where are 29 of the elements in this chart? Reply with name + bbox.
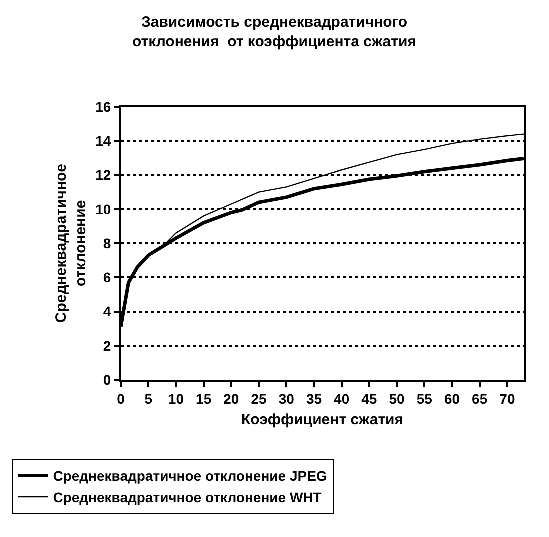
x-tick-label: 55 bbox=[416, 390, 433, 407]
y-tick-label: 8 bbox=[103, 235, 112, 252]
y-tick-label: 4 bbox=[103, 304, 112, 320]
x-tick-label: 65 bbox=[472, 390, 488, 407]
legend-label: Среднеквадратичное отклонение WHT bbox=[53, 489, 322, 506]
x-tick-label: 10 bbox=[168, 390, 184, 407]
x-tick-label: 70 bbox=[500, 390, 516, 407]
legend-label: Среднеквадратичное отклонение JPEG bbox=[53, 468, 328, 484]
x-tick-label: 45 bbox=[362, 390, 378, 407]
x-axis-title: Коэффициент сжатия bbox=[241, 411, 404, 428]
chart-title: Зависимость среднеквадратичного отклонения от коэффициента сжатия bbox=[132, 14, 416, 50]
y-tick-label: 2 bbox=[103, 338, 112, 354]
y-tick-label: 6 bbox=[103, 270, 112, 286]
x-tick-label: 5 bbox=[144, 390, 153, 407]
y-tick-label: 0 bbox=[103, 372, 112, 388]
y-tick-label: 14 bbox=[96, 133, 112, 150]
x-tick-label: 40 bbox=[334, 390, 350, 407]
x-tick-label: 25 bbox=[251, 390, 268, 407]
x-tick-label: 0 bbox=[117, 390, 126, 407]
x-tick-label: 30 bbox=[278, 390, 295, 407]
x-tick-label: 60 bbox=[444, 390, 460, 407]
y-tick-label: 10 bbox=[96, 201, 112, 218]
y-tick-label: 16 bbox=[96, 98, 112, 115]
x-tick-label: 50 bbox=[389, 390, 406, 407]
y-tick-label: 12 bbox=[96, 167, 112, 184]
x-tick-label: 20 bbox=[224, 390, 240, 407]
y-axis-title: Среднеквадратичное отклонение bbox=[52, 164, 90, 324]
x-tick-label: 15 bbox=[196, 390, 212, 407]
x-tick-label: 35 bbox=[306, 390, 322, 407]
